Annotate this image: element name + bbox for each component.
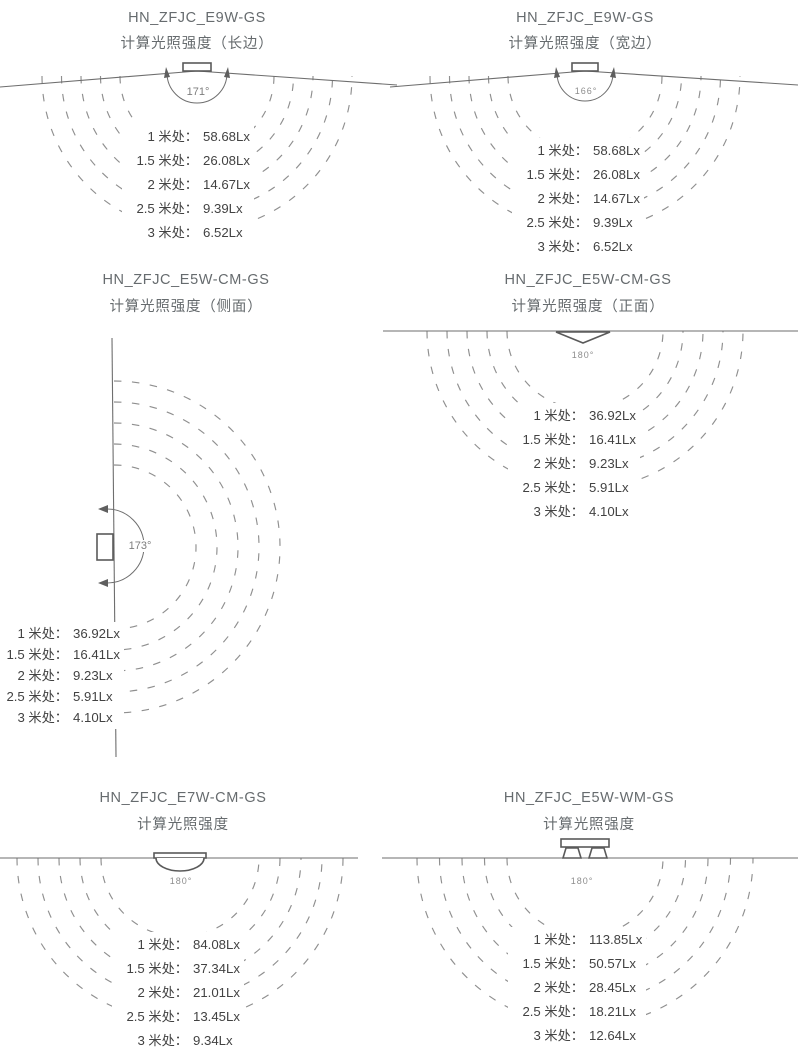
beam-angle-arc (166, 72, 228, 104)
panel-lamp-icon (555, 331, 611, 344)
ceiling-lamp-icon (571, 62, 599, 72)
value-row: 2 米处： 9.23Lx (533, 456, 629, 471)
illuminance-arcs (113, 380, 281, 714)
illuminance-values: 1 米处： 58.68Lx 1.5 米处： 26.08Lx 2 米处： 14.67Lx… (122, 124, 254, 246)
value-row: 2.5 米处： 18.21Lx (522, 1004, 636, 1019)
diagram-subtitle: 计算光照强度（侧面） (109, 299, 263, 315)
dome-lamp-icon (155, 857, 205, 872)
ceiling-lamp-icon (182, 62, 212, 72)
beam-angle-label: 173° (125, 540, 155, 552)
value-row: 2 米处： 14.67Lx (537, 191, 640, 206)
value-row: 1 米处： 58.68Lx (147, 129, 250, 144)
value-row: 1 米处： 58.68Lx (537, 143, 640, 158)
value-row: 1 米处： 113.85Lx (533, 932, 643, 947)
value-row: 1.5 米处： 16.41Lx (522, 432, 636, 447)
value-row: 1.5 米处： 26.08Lx (526, 167, 640, 182)
illuminance-values: 1 米处： 84.08Lx 1.5 米处： 37.34Lx 2 米处： 21.01Lx… (112, 932, 244, 1054)
arrowhead-icon (224, 67, 230, 78)
value-row: 3 米处： 6.52Lx (147, 225, 243, 240)
value-row: 1.5 米处： 50.57Lx (522, 956, 636, 971)
diagram-title: HN_ZFJC_E7W-CM-GS (99, 790, 267, 806)
value-row: 1 米处： 36.92Lx (533, 408, 636, 423)
value-row: 1 米处： 84.08Lx (137, 937, 240, 952)
diagram-title: HN_ZFJC_E9W-GS (516, 10, 654, 26)
value-row: 3 米处： 9.34Lx (137, 1033, 233, 1048)
arrowhead-icon (98, 505, 108, 513)
beam-angle-label: 180° (166, 876, 196, 886)
value-row: 3 米处： 12.64Lx (533, 1028, 636, 1043)
value-row: 1.5 米处： 26.08Lx (136, 153, 250, 168)
value-row: 2 米处： 21.01Lx (137, 985, 240, 1000)
twin-spot-lamp-bar (560, 838, 610, 848)
value-row: 2 米处： 28.45Lx (533, 980, 636, 995)
value-row: 3 米处： 4.10Lx (533, 504, 629, 519)
illuminance-arcs (416, 857, 754, 1027)
ceiling-line (389, 70, 798, 88)
diagram-subtitle: 计算光照强度（正面） (511, 299, 665, 315)
arrowhead-icon (554, 67, 560, 78)
dome-lamp-base (153, 852, 207, 859)
diagram-title: HN_ZFJC_E5W-CM-GS (102, 272, 270, 288)
illuminance-values: 1 米处： 36.92Lx 1.5 米处： 16.41Lx 2 米处： 9.23Lx … (0, 622, 124, 729)
twin-spot-lamp-left-head (561, 847, 583, 859)
twin-spot-lamp-right-head (587, 847, 609, 859)
beam-angle-label: 171° (183, 86, 213, 98)
value-row: 1 米处： 36.92Lx (17, 626, 120, 641)
arrowhead-icon (164, 67, 170, 78)
value-row: 3 米处： 4.10Lx (17, 710, 113, 725)
illuminance-values: 1 米处： 113.85Lx 1.5 米处： 50.57Lx 2 米处： 28.45L… (508, 927, 647, 1049)
illuminance-values: 1 米处： 58.68Lx 1.5 米处： 26.08Lx 2 米处： 14.67Lx… (512, 138, 644, 260)
diagram-title: HN_ZFJC_E9W-GS (128, 10, 266, 26)
value-row: 2.5 米处： 5.91Lx (522, 480, 629, 495)
beam-angle-label: 180° (567, 876, 597, 886)
arrowhead-icon (98, 579, 108, 587)
value-row: 2.5 米处： 9.39Lx (136, 201, 243, 216)
diagram-subtitle: 计算光照强度 (137, 817, 229, 833)
beam-angle-label: 180° (568, 350, 598, 360)
value-row: 1.5 米处： 16.41Lx (6, 647, 120, 662)
beam-angle-arc (556, 72, 614, 102)
diagram-subtitle: 计算光照强度（宽边） (508, 36, 662, 52)
wall-lamp-icon (96, 533, 114, 561)
illuminance-values: 1 米处： 36.92Lx 1.5 米处： 16.41Lx 2 米处： 9.23Lx … (508, 403, 640, 525)
diagram-title: HN_ZFJC_E5W-CM-GS (504, 272, 672, 288)
value-row: 2.5 米处： 5.91Lx (6, 689, 113, 704)
value-row: 2 米处： 14.67Lx (147, 177, 250, 192)
panel-e5w-side-drawing (96, 337, 281, 758)
value-row: 2 米处： 9.23Lx (17, 668, 113, 683)
panel-e5w-front-drawing (383, 330, 798, 490)
value-row: 2.5 米处： 13.45Lx (126, 1009, 240, 1024)
beam-angle-label: 166° (571, 86, 601, 96)
panel-e5w-wm-drawing (382, 838, 798, 1027)
arrowhead-icon (610, 67, 616, 78)
value-row: 3 米处： 6.52Lx (537, 239, 633, 254)
ceiling-line (0, 70, 398, 88)
diagram-subtitle: 计算光照强度 (543, 817, 635, 833)
diagram-title: HN_ZFJC_E5W-WM-GS (503, 790, 675, 806)
diagram-subtitle: 计算光照强度（长边） (120, 36, 274, 52)
value-row: 1.5 米处： 37.34Lx (126, 961, 240, 976)
value-row: 2.5 米处： 9.39Lx (526, 215, 633, 230)
